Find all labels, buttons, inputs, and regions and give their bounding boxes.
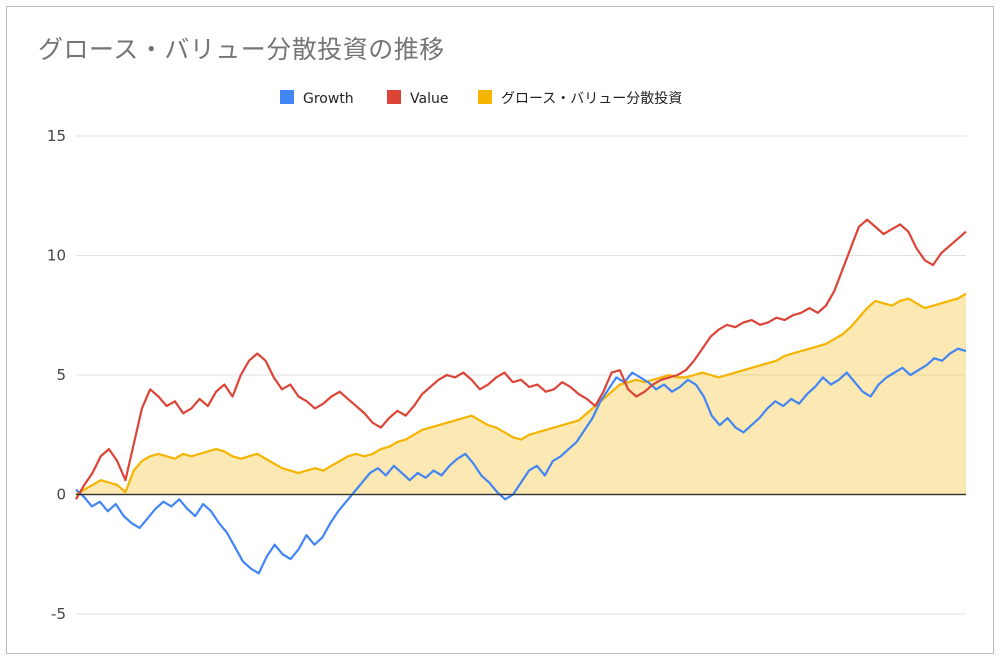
y-tick-label: 10 — [47, 247, 66, 265]
series-line — [75, 292, 967, 496]
legend-label: Growth — [303, 91, 354, 107]
chart-frame — [6, 6, 994, 654]
series-area-fill — [76, 293, 966, 495]
series-0 — [75, 347, 967, 575]
chart-title: グロース・バリュー分散投資の推移 — [38, 35, 445, 64]
series-2 — [75, 292, 967, 496]
series-line — [75, 347, 967, 575]
legend: Growth Value グロース・バリュー分散投資 — [280, 90, 682, 107]
legend-swatch — [280, 90, 294, 104]
legend-label: Value — [410, 91, 448, 107]
y-tick-label: 15 — [47, 127, 66, 145]
series-layer — [75, 218, 967, 575]
legend-label: グロース・バリュー分散投資 — [501, 91, 682, 107]
y-tick-label: -5 — [51, 605, 66, 623]
legend-swatch — [478, 90, 492, 104]
y-tick-labels: -5 0 5 10 15 — [47, 127, 66, 623]
y-tick-label: 0 — [56, 486, 66, 504]
series-1 — [75, 218, 967, 500]
series-line — [75, 218, 967, 500]
legend-swatch — [387, 90, 401, 104]
y-tick-label: 5 — [56, 366, 66, 384]
